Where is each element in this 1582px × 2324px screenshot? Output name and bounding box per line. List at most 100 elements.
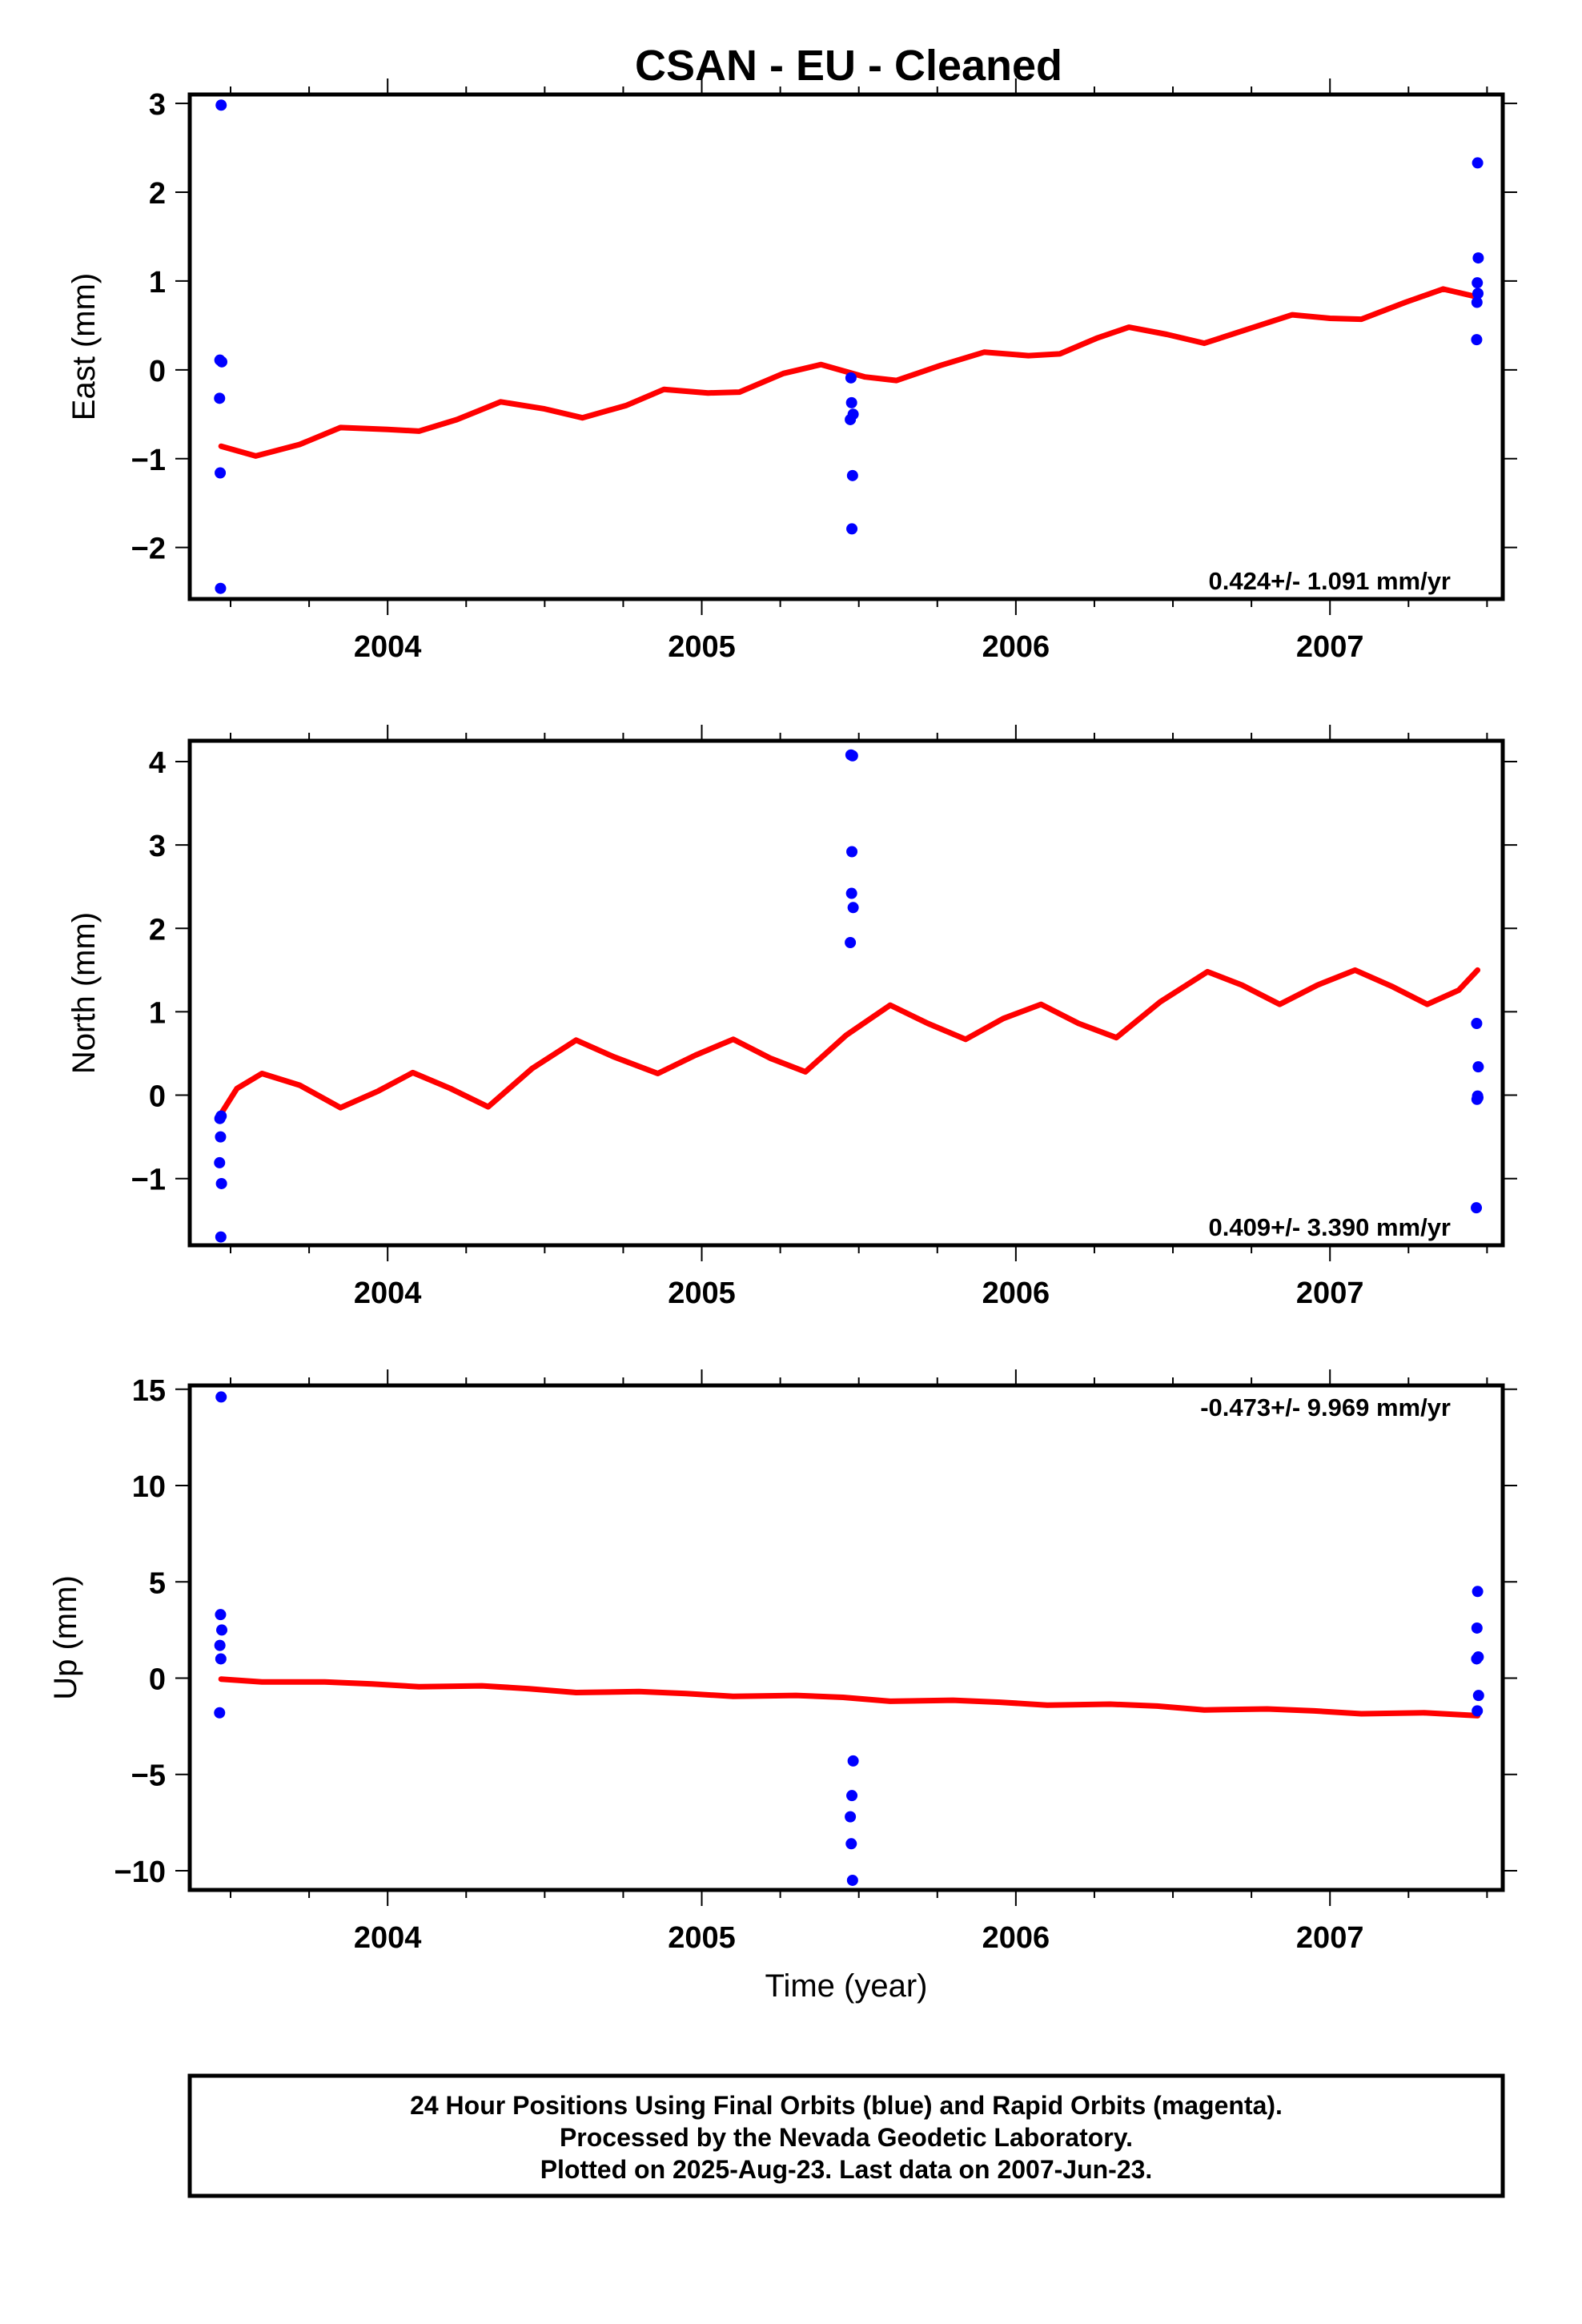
rate-label: 0.424+/- 1.091 mm/yr: [1209, 567, 1451, 595]
y-tick-label: 0: [149, 1663, 166, 1696]
data-point: [845, 1838, 857, 1850]
x-tick-label: 2006: [982, 1921, 1050, 1955]
data-point: [215, 1177, 227, 1189]
model-curve: [218, 286, 1481, 459]
plot-area: [214, 749, 1484, 1243]
y-tick-label: 0: [149, 1080, 166, 1114]
y-tick-label: −1: [131, 444, 166, 477]
data-point: [1472, 1586, 1484, 1598]
data-point: [215, 1653, 227, 1665]
data-point: [1471, 1653, 1483, 1665]
data-point: [1472, 1690, 1484, 1702]
data-point: [1472, 1705, 1484, 1717]
x-tick-label: 2006: [982, 630, 1050, 664]
panel-2: 2004 2005 2006 2007 −1 0 1 2 3 4 North (mm) 0.409+/…: [66, 725, 1517, 1310]
x-tick-label: 2005: [668, 1921, 736, 1955]
y-axis-label: Up (mm): [48, 1575, 83, 1700]
plot-frame: [187, 92, 1505, 601]
data-point: [847, 1755, 859, 1767]
data-point: [214, 1112, 226, 1124]
data-point: [847, 902, 859, 914]
x-axis-label: Time (year): [765, 1968, 928, 2004]
data-point: [846, 1874, 858, 1886]
y-axis-label: East (mm): [66, 273, 102, 420]
y-tick-label: 15: [132, 1374, 166, 1408]
data-point: [1471, 296, 1483, 308]
data-point: [846, 469, 858, 481]
data-point: [1471, 1202, 1483, 1214]
y-tick-label: 0: [149, 355, 166, 388]
data-point: [215, 1131, 227, 1143]
y-tick-label: −5: [131, 1759, 166, 1793]
data-point: [216, 1624, 228, 1636]
panel-1: 2004 2005 2006 2007 −2 −1 0 1 2 3 East (mm) 0.424+/…: [66, 78, 1517, 664]
data-point: [845, 1811, 857, 1823]
footer-line-1: 24 Hour Positions Using Final Orbits (bl…: [410, 2091, 1283, 2120]
chart-title: CSAN - EU - Cleaned: [635, 42, 1062, 90]
rate-label: 0.409+/- 3.390 mm/yr: [1209, 1213, 1451, 1241]
y-tick-label: 1: [149, 996, 166, 1030]
data-point: [845, 396, 857, 408]
plot-area: [214, 99, 1484, 594]
data-point: [214, 1707, 226, 1719]
y-tick-label: −10: [114, 1856, 166, 1889]
data-point: [215, 1231, 227, 1243]
data-point: [215, 1391, 227, 1403]
data-point: [846, 846, 858, 858]
footer-line-2: Processed by the Nevada Geodetic Laborat…: [560, 2123, 1133, 2152]
model-curve: [218, 1676, 1481, 1719]
data-point: [214, 392, 226, 404]
data-point: [1472, 287, 1484, 300]
x-tick-label: 2004: [354, 1277, 422, 1310]
y-tick-label: 2: [149, 177, 166, 211]
y-tick-label: 3: [149, 88, 166, 122]
rate-label: -0.473+/- 9.969 mm/yr: [1200, 1393, 1451, 1421]
data-point: [845, 937, 857, 948]
data-point: [215, 1609, 227, 1621]
footer-box: 24 Hour Positions Using Final Orbits (bl…: [187, 2073, 1505, 2198]
y-tick-label: 2: [149, 913, 166, 947]
x-tick-label: 2007: [1296, 630, 1364, 664]
y-tick-label: −2: [131, 533, 166, 566]
x-tick-label: 2006: [982, 1277, 1050, 1310]
plot-frame: [187, 738, 1505, 1248]
model-curve: [218, 967, 1481, 1116]
data-point: [1471, 1622, 1483, 1634]
y-axis-label: North (mm): [66, 912, 102, 1074]
data-point: [214, 1156, 226, 1168]
x-tick-label: 2004: [354, 630, 422, 664]
x-tick-label: 2005: [668, 1277, 736, 1310]
y-tick-label: 5: [149, 1566, 166, 1600]
data-point: [1472, 157, 1484, 169]
data-point: [214, 1639, 226, 1651]
data-point: [846, 1790, 858, 1802]
y-tick-label: 1: [149, 266, 166, 300]
x-tick-label: 2007: [1296, 1921, 1364, 1955]
data-point: [215, 99, 227, 111]
y-tick-label: −1: [131, 1164, 166, 1197]
data-point: [1472, 1092, 1484, 1104]
data-point: [1472, 277, 1484, 289]
data-point: [1471, 334, 1483, 346]
data-point: [846, 523, 858, 535]
data-point: [1472, 252, 1484, 264]
data-point: [215, 582, 227, 594]
plot-frame: [187, 1383, 1505, 1892]
data-point: [846, 750, 858, 762]
x-tick-label: 2005: [668, 630, 736, 664]
data-point: [845, 372, 857, 384]
footer-line-3: Plotted on 2025-Aug-23. Last data on 200…: [540, 2155, 1153, 2184]
data-point: [215, 467, 227, 479]
x-tick-label: 2004: [354, 1921, 422, 1955]
x-tick-label: 2007: [1296, 1277, 1364, 1310]
data-point: [1472, 1061, 1484, 1073]
data-point: [845, 887, 857, 899]
data-point: [1471, 1018, 1483, 1030]
y-tick-label: 10: [132, 1470, 166, 1504]
data-point: [216, 356, 228, 368]
y-tick-label: 3: [149, 830, 166, 863]
y-tick-label: 4: [149, 746, 166, 780]
plot-area: [214, 1391, 1484, 1886]
